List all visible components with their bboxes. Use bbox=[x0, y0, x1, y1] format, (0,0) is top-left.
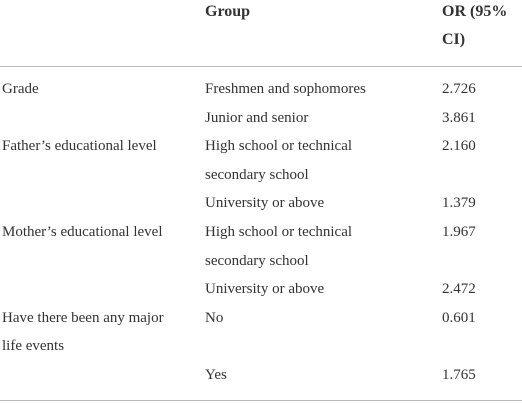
table-cell: Father’s educational level bbox=[2, 138, 157, 155]
table-row: Grade Freshmen and sophomores 2.726 bbox=[0, 67, 522, 104]
table-cell: 2.160 bbox=[442, 138, 476, 155]
table-row: Mother’s educational level High school or… bbox=[0, 218, 522, 275]
table-row: University or above 2.472 bbox=[0, 275, 522, 304]
table-cell: Have there been any major life events bbox=[2, 309, 164, 355]
table-row: Yes 1.765 bbox=[0, 361, 522, 401]
table-cell: High school or technical secondary schoo… bbox=[205, 223, 353, 269]
table-cell bbox=[0, 361, 205, 400]
table-body: Grade Freshmen and sophomores 2.726 Junior … bbox=[0, 67, 522, 401]
table-cell: 1.765 bbox=[442, 366, 476, 383]
table-cell bbox=[0, 189, 205, 218]
table-cell: 2.472 bbox=[442, 281, 476, 298]
header-cell: Group bbox=[205, 3, 251, 20]
table-cell: Yes bbox=[205, 366, 227, 383]
table-cell: High school or technical secondary schoo… bbox=[205, 138, 353, 183]
header-row: Group OR (95% CI) bbox=[0, 0, 522, 67]
table-cell bbox=[0, 104, 205, 133]
table-cell: University or above bbox=[205, 281, 325, 298]
table-cell: Junior and senior bbox=[205, 109, 309, 126]
table-cell: 1.967 bbox=[442, 223, 476, 240]
table-cell: No bbox=[205, 309, 224, 326]
header-cell: OR (95% CI) bbox=[442, 3, 508, 48]
table-row: University or above 1.379 bbox=[0, 189, 522, 218]
table-cell: 0.601 bbox=[442, 309, 476, 326]
table-row: Have there been any major life events No 0… bbox=[0, 304, 522, 361]
table-cell: 3.861 bbox=[442, 109, 476, 126]
table-cell: Freshmen and sophomores bbox=[205, 81, 366, 97]
table-cell: 2.726 bbox=[442, 81, 476, 97]
table-cell: Mother’s educational level bbox=[2, 223, 163, 240]
table-cell: University or above bbox=[205, 195, 325, 212]
table-cell: 1.379 bbox=[442, 195, 476, 212]
table-row: Father’s educational level High school or… bbox=[0, 132, 522, 189]
table-row: Junior and senior 3.861 bbox=[0, 104, 522, 133]
table-cell: Grade bbox=[2, 81, 39, 97]
table-cell bbox=[0, 275, 205, 304]
header-cell bbox=[0, 0, 205, 67]
